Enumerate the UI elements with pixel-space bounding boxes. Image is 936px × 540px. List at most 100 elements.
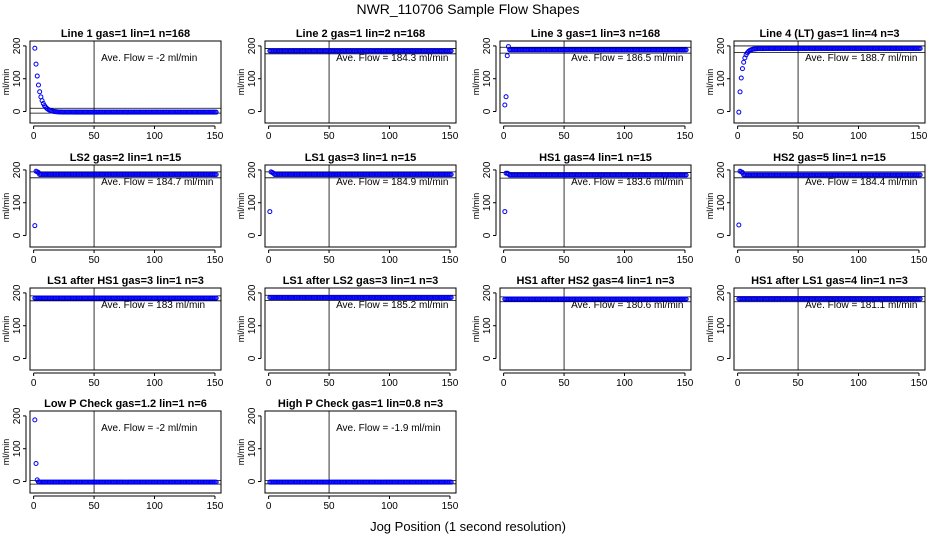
data-point <box>35 82 41 88</box>
y-axis-label: ml/min <box>471 193 481 220</box>
x-tick-label: 50 <box>559 378 571 389</box>
x-tick-label: 100 <box>850 255 867 266</box>
y-tick-label: 200 <box>482 284 493 301</box>
x-tick-label: 0 <box>31 255 37 266</box>
data-point <box>683 172 689 178</box>
x-tick-label: 0 <box>31 131 37 142</box>
x-tick-label: 50 <box>559 131 571 142</box>
y-tick-label: 0 <box>716 108 727 114</box>
panel-2: Line 2 gas=1 lin=2 n=168 Ave. Flow = 184.… <box>236 28 459 142</box>
x-tick-label: 150 <box>207 131 224 142</box>
data-point <box>213 172 219 178</box>
y-tick-label: 0 <box>12 232 23 238</box>
x-tick-label: 150 <box>442 131 459 142</box>
y-axis-label: ml/min <box>471 316 481 343</box>
data-point <box>448 172 454 178</box>
plot-frame <box>733 164 926 248</box>
y-tick-label: 100 <box>247 317 258 334</box>
x-tick-label: 150 <box>911 131 928 142</box>
panels-group: Line 1 gas=1 lin=1 n=168 Ave. Flow = -2 m… <box>1 28 928 512</box>
plot-frame <box>733 40 926 124</box>
y-tick-label: 100 <box>482 70 493 87</box>
x-tick-label: 0 <box>266 255 272 266</box>
plot-frame <box>733 287 926 371</box>
panel-title: HS2 gas=5 lin=1 n=15 <box>773 152 886 164</box>
data-point <box>502 102 508 108</box>
data-point <box>33 61 39 67</box>
y-tick-label: 100 <box>12 70 23 87</box>
data-point <box>739 66 745 72</box>
ave-flow-label: Ave. Flow = 184.3 ml/min <box>336 53 448 64</box>
panel-14: High P Check gas=1 lin=0.8 n=3 Ave. Flow … <box>236 398 459 512</box>
y-tick-label: 0 <box>247 478 258 484</box>
data-point <box>37 89 43 95</box>
y-tick-label: 100 <box>12 317 23 334</box>
y-tick-label: 100 <box>482 194 493 211</box>
panel-title: Line 1 gas=1 lin=1 n=168 <box>61 28 190 40</box>
data-point <box>32 417 38 423</box>
x-tick-label: 0 <box>501 378 507 389</box>
x-tick-label: 150 <box>911 378 928 389</box>
ave-flow-label: Ave. Flow = 184.4 ml/min <box>805 177 917 188</box>
y-tick-label: 100 <box>12 194 23 211</box>
x-tick-label: 0 <box>266 378 272 389</box>
data-point <box>917 46 923 52</box>
y-tick-label: 200 <box>247 161 258 178</box>
ave-flow-label: Ave. Flow = 180.6 ml/min <box>571 300 683 311</box>
panel-4: Line 4 (LT) gas=1 lin=4 n=3 Ave. Flow = 1… <box>705 28 928 142</box>
x-tick-label: 50 <box>324 131 336 142</box>
data-point <box>39 98 45 104</box>
x-tick-label: 50 <box>559 255 571 266</box>
data-point <box>267 209 273 215</box>
x-tick-label: 100 <box>146 255 163 266</box>
x-tick-label: 150 <box>207 255 224 266</box>
x-tick-label: 0 <box>735 255 741 266</box>
data-point <box>213 295 219 301</box>
y-tick-label: 0 <box>12 355 23 361</box>
plot-area <box>265 165 456 247</box>
y-tick-label: 200 <box>12 284 23 301</box>
data-point <box>503 94 509 100</box>
plot-frame <box>264 287 457 371</box>
x-tick-label: 0 <box>31 501 37 512</box>
x-tick-label: 150 <box>677 378 694 389</box>
x-tick-label: 50 <box>89 501 101 512</box>
y-tick-label: 100 <box>12 440 23 457</box>
panel-3: Line 3 gas=1 lin=3 n=168 Ave. Flow = 186.… <box>471 28 694 142</box>
x-tick-label: 150 <box>442 255 459 266</box>
y-tick-label: 0 <box>482 232 493 238</box>
x-tick-label: 0 <box>735 378 741 389</box>
y-tick-label: 200 <box>482 161 493 178</box>
y-tick-label: 200 <box>716 284 727 301</box>
y-tick-label: 0 <box>482 355 493 361</box>
x-tick-label: 50 <box>324 378 336 389</box>
panel-title: Low P Check gas=1.2 lin=1 n=6 <box>44 398 207 410</box>
data-point <box>448 479 454 485</box>
y-axis-label: ml/min <box>236 193 246 220</box>
y-axis-label: ml/min <box>1 69 11 96</box>
x-tick-label: 0 <box>266 131 272 142</box>
panel-title: High P Check gas=1 lin=0.8 n=3 <box>278 398 443 410</box>
y-axis-label: ml/min <box>236 316 246 343</box>
data-point <box>683 47 689 53</box>
panel-title: Line 3 gas=1 lin=3 n=168 <box>531 28 660 40</box>
panel-5: LS2 gas=2 lin=1 n=15 Ave. Flow = 184.7 ml… <box>1 152 224 266</box>
panel-8: HS2 gas=5 lin=1 n=15 Ave. Flow = 184.4 ml… <box>705 152 928 266</box>
data-point <box>33 460 39 466</box>
plot-frame <box>499 40 692 124</box>
plot-area <box>30 411 221 493</box>
y-axis-label: ml/min <box>1 439 11 466</box>
y-tick-label: 200 <box>482 37 493 54</box>
panel-title: Line 4 (LT) gas=1 lin=4 n=3 <box>759 28 899 40</box>
y-tick-label: 0 <box>716 355 727 361</box>
data-point <box>917 172 923 178</box>
y-tick-label: 200 <box>12 37 23 54</box>
data-point <box>502 209 508 215</box>
plot-frame <box>264 164 457 248</box>
x-tick-label: 100 <box>850 378 867 389</box>
x-tick-label: 50 <box>89 378 101 389</box>
panel-1: Line 1 gas=1 lin=1 n=168 Ave. Flow = -2 m… <box>1 28 224 142</box>
x-tick-label: 50 <box>793 255 805 266</box>
x-tick-label: 50 <box>89 255 101 266</box>
